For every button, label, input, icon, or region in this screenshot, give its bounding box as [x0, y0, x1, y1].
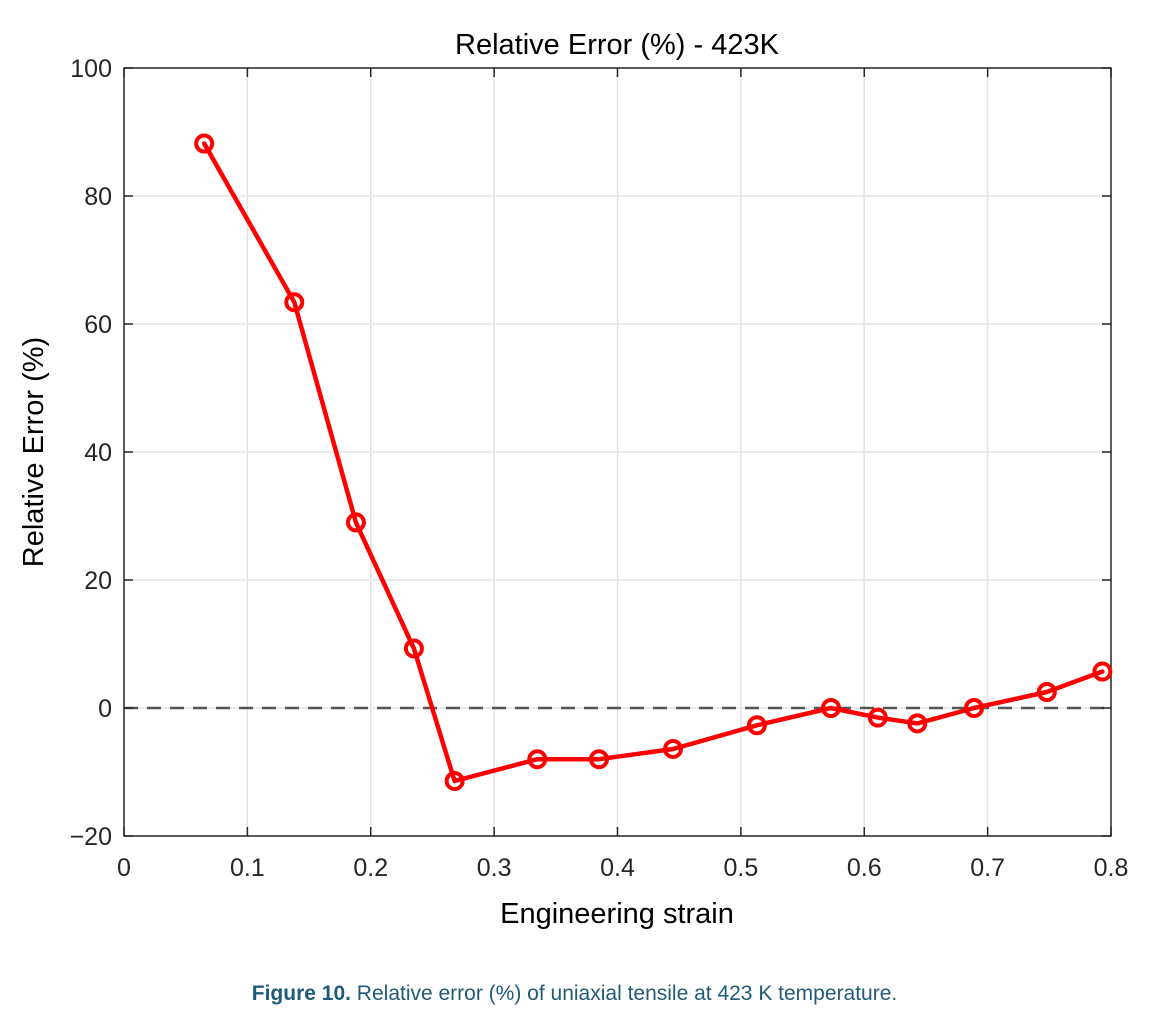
data-point-marker	[907, 713, 928, 734]
data-point-marker	[588, 749, 609, 770]
data-point-marker	[663, 738, 684, 759]
x-tick-label: 0.6	[847, 854, 882, 882]
data-point-marker	[964, 698, 985, 718]
series-group	[194, 133, 1113, 791]
data-point-marker	[820, 698, 841, 718]
data-point-marker	[1092, 661, 1113, 682]
x-tick-label: 0.2	[353, 854, 388, 882]
x-tick-label: 0.8	[1094, 854, 1129, 882]
y-tick-label: −20	[70, 823, 112, 851]
figure-caption: Figure 10. Relative error (%) of uniaxia…	[0, 982, 1149, 1006]
data-point-marker	[194, 133, 215, 154]
y-tick-label: 40	[84, 439, 112, 467]
chart-title: Relative Error (%) - 423K	[455, 29, 780, 61]
x-tick-label: 0.4	[600, 854, 635, 882]
y-tick-label: 0	[98, 695, 112, 723]
x-axis-label: Engineering strain	[500, 898, 734, 930]
y-tick-label: 60	[84, 311, 112, 339]
data-point-marker	[444, 770, 465, 791]
grid-lines	[124, 68, 1111, 836]
y-tick-label: 20	[84, 567, 112, 595]
data-point-marker	[527, 749, 548, 770]
data-point-marker	[867, 707, 888, 728]
data-point-marker	[1036, 682, 1057, 702]
y-tick-label: 80	[84, 183, 112, 211]
y-axis-tick-labels: −20 0 20 40 60 80 100	[70, 55, 112, 851]
data-point-marker	[403, 638, 424, 659]
data-point-marker	[284, 292, 305, 313]
x-tick-label: 0.7	[970, 854, 1005, 882]
y-axis-label: Relative Error (%)	[18, 337, 50, 567]
figure-label: Figure 10.	[251, 982, 351, 1005]
caption-text: Relative error (%) of uniaxial tensile a…	[350, 982, 898, 1005]
data-point-marker	[345, 512, 366, 533]
axis-ticks	[123, 67, 1112, 837]
x-tick-label: 0.5	[723, 854, 758, 882]
data-point-marker	[746, 715, 767, 736]
x-tick-label: 0	[117, 854, 131, 882]
y-tick-label: 100	[70, 55, 112, 83]
line-chart: 0 0.1 0.2 0.3 0.4 0.5 0.6 0.7 0.8 −2002040608010…	[18, 29, 1128, 930]
x-tick-label: 0.3	[477, 854, 512, 882]
series-line	[201, 141, 1105, 784]
x-axis-tick-labels: 0 0.1 0.2 0.3 0.4 0.5 0.6 0.7 0.8	[117, 854, 1128, 882]
chart-container: 0 0.1 0.2 0.3 0.4 0.5 0.6 0.7 0.8 −20 0 20 40 60 80 10…	[18, 29, 1128, 930]
x-tick-label: 0.1	[230, 854, 265, 882]
